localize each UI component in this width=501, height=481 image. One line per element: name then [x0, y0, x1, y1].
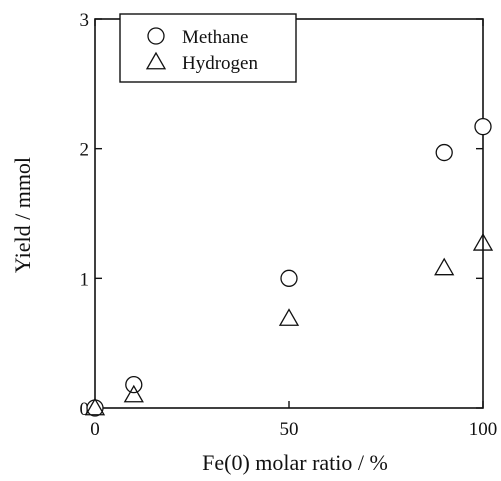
- methane-point: [280, 269, 298, 287]
- y-axis-label: Yield / mmol: [10, 157, 35, 273]
- x-axis-label: Fe(0) molar ratio / %: [202, 450, 388, 475]
- y-tick-label: 1: [80, 269, 90, 290]
- hydrogen-point: [278, 308, 300, 326]
- hydrogen-point: [84, 397, 106, 416]
- methane-point: [435, 143, 453, 162]
- legend: Methane Hydrogen: [119, 13, 297, 83]
- legend-methane-label: Methane: [182, 27, 248, 48]
- y-tick-label: 3: [80, 10, 90, 31]
- y-tick-label: 2: [80, 140, 90, 161]
- legend-hydrogen-label: Hydrogen: [182, 53, 258, 74]
- x-tick-label: 50: [280, 419, 299, 440]
- y-tick-label: 0: [80, 399, 90, 420]
- legend-hydrogen-marker: [145, 51, 167, 70]
- legend-methane-marker: [147, 27, 165, 45]
- legend-box: [119, 13, 297, 83]
- x-tick-label: 100: [469, 419, 498, 440]
- hydrogen-point: [434, 257, 455, 276]
- methane-point: [125, 376, 143, 394]
- hydrogen-point: [472, 233, 494, 251]
- x-tick-label: 0: [90, 419, 100, 440]
- hydrogen-point: [123, 384, 144, 403]
- points-layer: [84, 117, 494, 417]
- methane-point: [474, 117, 492, 136]
